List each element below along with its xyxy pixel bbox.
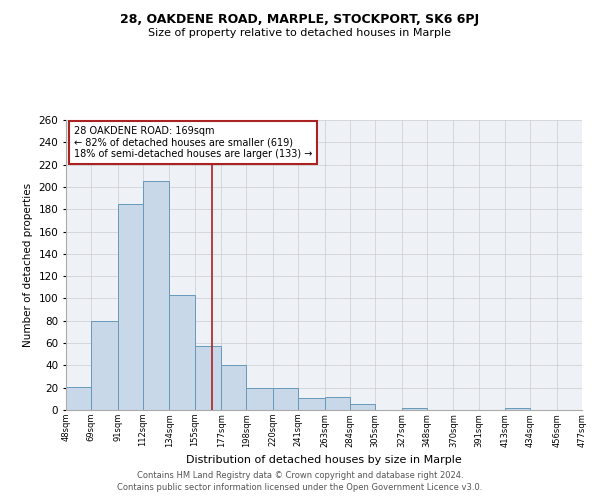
Bar [169,295,194,410]
Bar [194,346,221,410]
X-axis label: Distribution of detached houses by size in Marple: Distribution of detached houses by size … [186,455,462,465]
Bar [350,404,375,410]
Bar [505,408,530,410]
Bar [298,398,325,410]
Bar [325,396,350,410]
Bar [401,408,427,410]
Text: 28, OAKDENE ROAD, MARPLE, STOCKPORT, SK6 6PJ: 28, OAKDENE ROAD, MARPLE, STOCKPORT, SK6… [121,12,479,26]
Bar [66,386,91,410]
Bar [143,182,169,410]
Bar [221,366,247,410]
Bar [118,204,143,410]
Bar [273,388,298,410]
Bar [91,321,118,410]
Text: 28 OAKDENE ROAD: 169sqm
← 82% of detached houses are smaller (619)
18% of semi-d: 28 OAKDENE ROAD: 169sqm ← 82% of detache… [74,126,312,159]
Bar [247,388,273,410]
Y-axis label: Number of detached properties: Number of detached properties [23,183,33,347]
Text: Size of property relative to detached houses in Marple: Size of property relative to detached ho… [149,28,452,38]
Text: Contains HM Land Registry data © Crown copyright and database right 2024.
Contai: Contains HM Land Registry data © Crown c… [118,471,482,492]
